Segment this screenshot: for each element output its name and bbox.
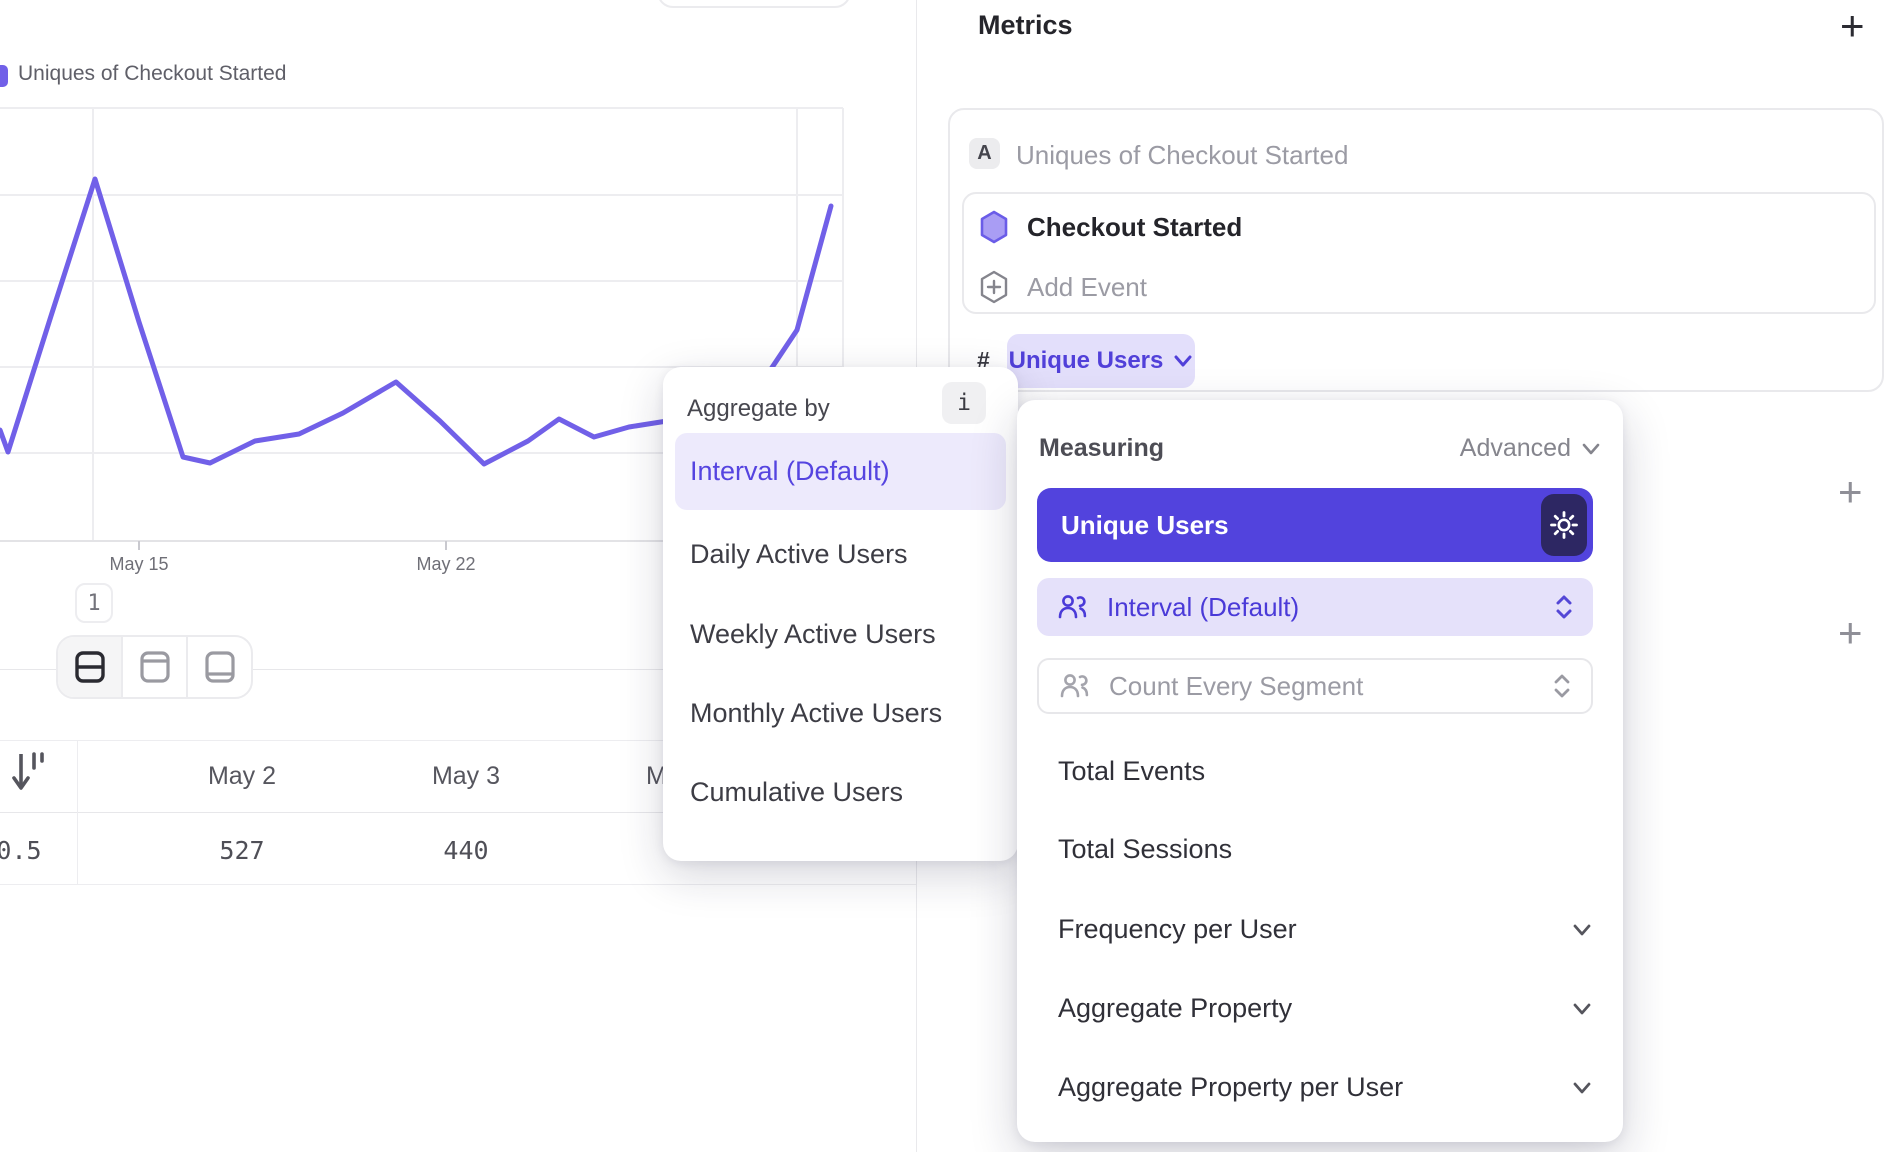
layout-split-view-button[interactable] bbox=[58, 637, 121, 697]
layout-table-view-button[interactable] bbox=[186, 637, 251, 697]
layout-chart-view-button[interactable] bbox=[121, 637, 186, 697]
add-event-hexagon-icon bbox=[980, 270, 1008, 304]
chevron-down-icon bbox=[1573, 1082, 1591, 1093]
x-axis-label-may15: May 15 bbox=[109, 554, 169, 574]
chart-view-icon bbox=[139, 651, 170, 683]
measuring-option-total-events[interactable]: Total Events bbox=[1058, 756, 1593, 787]
measuring-title: Measuring bbox=[1039, 434, 1165, 462]
measuring-option-unique-users-selected[interactable]: Unique Users bbox=[1037, 488, 1593, 562]
table-row-label-partial: 0.5 bbox=[0, 836, 42, 865]
event-row[interactable]: Checkout Started bbox=[979, 209, 1242, 245]
aggregate-option-cumulative[interactable]: Cumulative Users bbox=[690, 777, 904, 807]
table-header-may3[interactable]: May 3 bbox=[431, 762, 501, 790]
measuring-panel: Measuring Advanced Unique Users bbox=[1017, 400, 1623, 1142]
sort-descending-icon[interactable] bbox=[12, 750, 46, 796]
advanced-mode-toggle[interactable]: Advanced bbox=[1460, 434, 1601, 463]
interval-selector-row[interactable]: Interval (Default) bbox=[1037, 578, 1593, 636]
chart-table-splitter bbox=[0, 669, 916, 670]
table-header-separator bbox=[0, 812, 916, 813]
option-label: Frequency per User bbox=[1058, 914, 1297, 944]
chevron-down-icon bbox=[1573, 924, 1591, 935]
aggregate-option-interval-selected[interactable]: Interval (Default) bbox=[675, 433, 1006, 510]
table-top-border bbox=[0, 740, 916, 741]
add-breakdown-button[interactable]: + bbox=[1838, 609, 1863, 656]
chevron-down-icon bbox=[1174, 355, 1192, 367]
measuring-option-aggregate-property[interactable]: Aggregate Property bbox=[1058, 993, 1593, 1024]
table-header-next-partial[interactable]: M bbox=[646, 762, 667, 790]
advanced-label: Advanced bbox=[1459, 434, 1571, 462]
info-icon[interactable]: i bbox=[942, 382, 986, 424]
up-down-chevrons-icon bbox=[1556, 595, 1572, 619]
add-event-row[interactable]: Add Event bbox=[979, 269, 1147, 305]
users-icon bbox=[1058, 595, 1087, 619]
x-axis-label-may22: May 22 bbox=[416, 554, 476, 574]
split-view-icon bbox=[74, 651, 105, 683]
legend-label: Uniques of Checkout Started bbox=[18, 62, 287, 85]
option-label: Total Sessions bbox=[1058, 834, 1233, 864]
count-every-segment-label: Count Every Segment bbox=[1109, 670, 1364, 701]
chevron-down-icon bbox=[1582, 443, 1600, 454]
aggregate-option-weekly[interactable]: Weekly Active Users bbox=[690, 619, 936, 649]
settings-button[interactable] bbox=[1541, 494, 1587, 556]
table-header-may2[interactable]: May 2 bbox=[207, 762, 277, 790]
option-label: Aggregate Property per User bbox=[1058, 1072, 1404, 1102]
event-name: Checkout Started bbox=[1027, 211, 1243, 242]
gear-icon bbox=[1550, 511, 1578, 539]
event-hexagon-icon bbox=[980, 210, 1008, 244]
chevron-down-icon bbox=[1573, 1003, 1591, 1014]
metrics-section-title: Metrics bbox=[978, 10, 1073, 40]
interval-label: Interval (Default) bbox=[1107, 591, 1300, 622]
up-down-chevrons-icon bbox=[1554, 674, 1570, 698]
add-metric-button[interactable]: + bbox=[1840, 2, 1865, 49]
table-cell-may3: 440 bbox=[443, 836, 489, 865]
table-cell-may2: 527 bbox=[219, 836, 265, 865]
unique-users-label: Unique Users bbox=[1061, 509, 1229, 540]
measuring-option-total-sessions[interactable]: Total Sessions bbox=[1058, 834, 1593, 865]
aggregate-by-title: Aggregate by bbox=[687, 395, 830, 422]
aggregate-option-daily[interactable]: Daily Active Users bbox=[690, 539, 908, 569]
layout-toggle-group bbox=[56, 635, 253, 699]
metric-card: A Uniques of Checkout Started Checkout S… bbox=[948, 108, 1884, 392]
event-card: Checkout Started Add Event bbox=[962, 192, 1876, 314]
option-label: Total Events bbox=[1058, 756, 1206, 786]
measuring-option-aggregate-property-per-user[interactable]: Aggregate Property per User bbox=[1058, 1072, 1593, 1103]
aggregation-chip-label: Unique Users bbox=[1008, 347, 1164, 374]
table-view-icon bbox=[204, 651, 235, 683]
table-column-divider bbox=[77, 740, 78, 884]
aggregation-chip[interactable]: Unique Users bbox=[1007, 334, 1195, 388]
numeric-hash-prefix: # bbox=[977, 347, 990, 373]
count-every-segment-row[interactable]: Count Every Segment bbox=[1037, 658, 1593, 714]
add-filter-button[interactable]: + bbox=[1838, 468, 1863, 515]
aggregate-by-popup: Aggregate by i Interval (Default) Daily … bbox=[663, 367, 1018, 861]
series-page-badge[interactable]: 1 bbox=[75, 583, 113, 623]
add-event-label: Add Event bbox=[1027, 271, 1147, 302]
legend-swatch bbox=[0, 65, 8, 87]
metric-title-placeholder[interactable]: Uniques of Checkout Started bbox=[1016, 140, 1349, 170]
option-label: Aggregate Property bbox=[1058, 993, 1293, 1023]
aggregate-option-monthly[interactable]: Monthly Active Users bbox=[690, 698, 943, 728]
measuring-option-frequency-per-user[interactable]: Frequency per User bbox=[1058, 914, 1593, 945]
metric-letter-badge: A bbox=[969, 138, 1000, 169]
table-bottom-border bbox=[0, 884, 916, 885]
users-icon bbox=[1060, 674, 1089, 698]
